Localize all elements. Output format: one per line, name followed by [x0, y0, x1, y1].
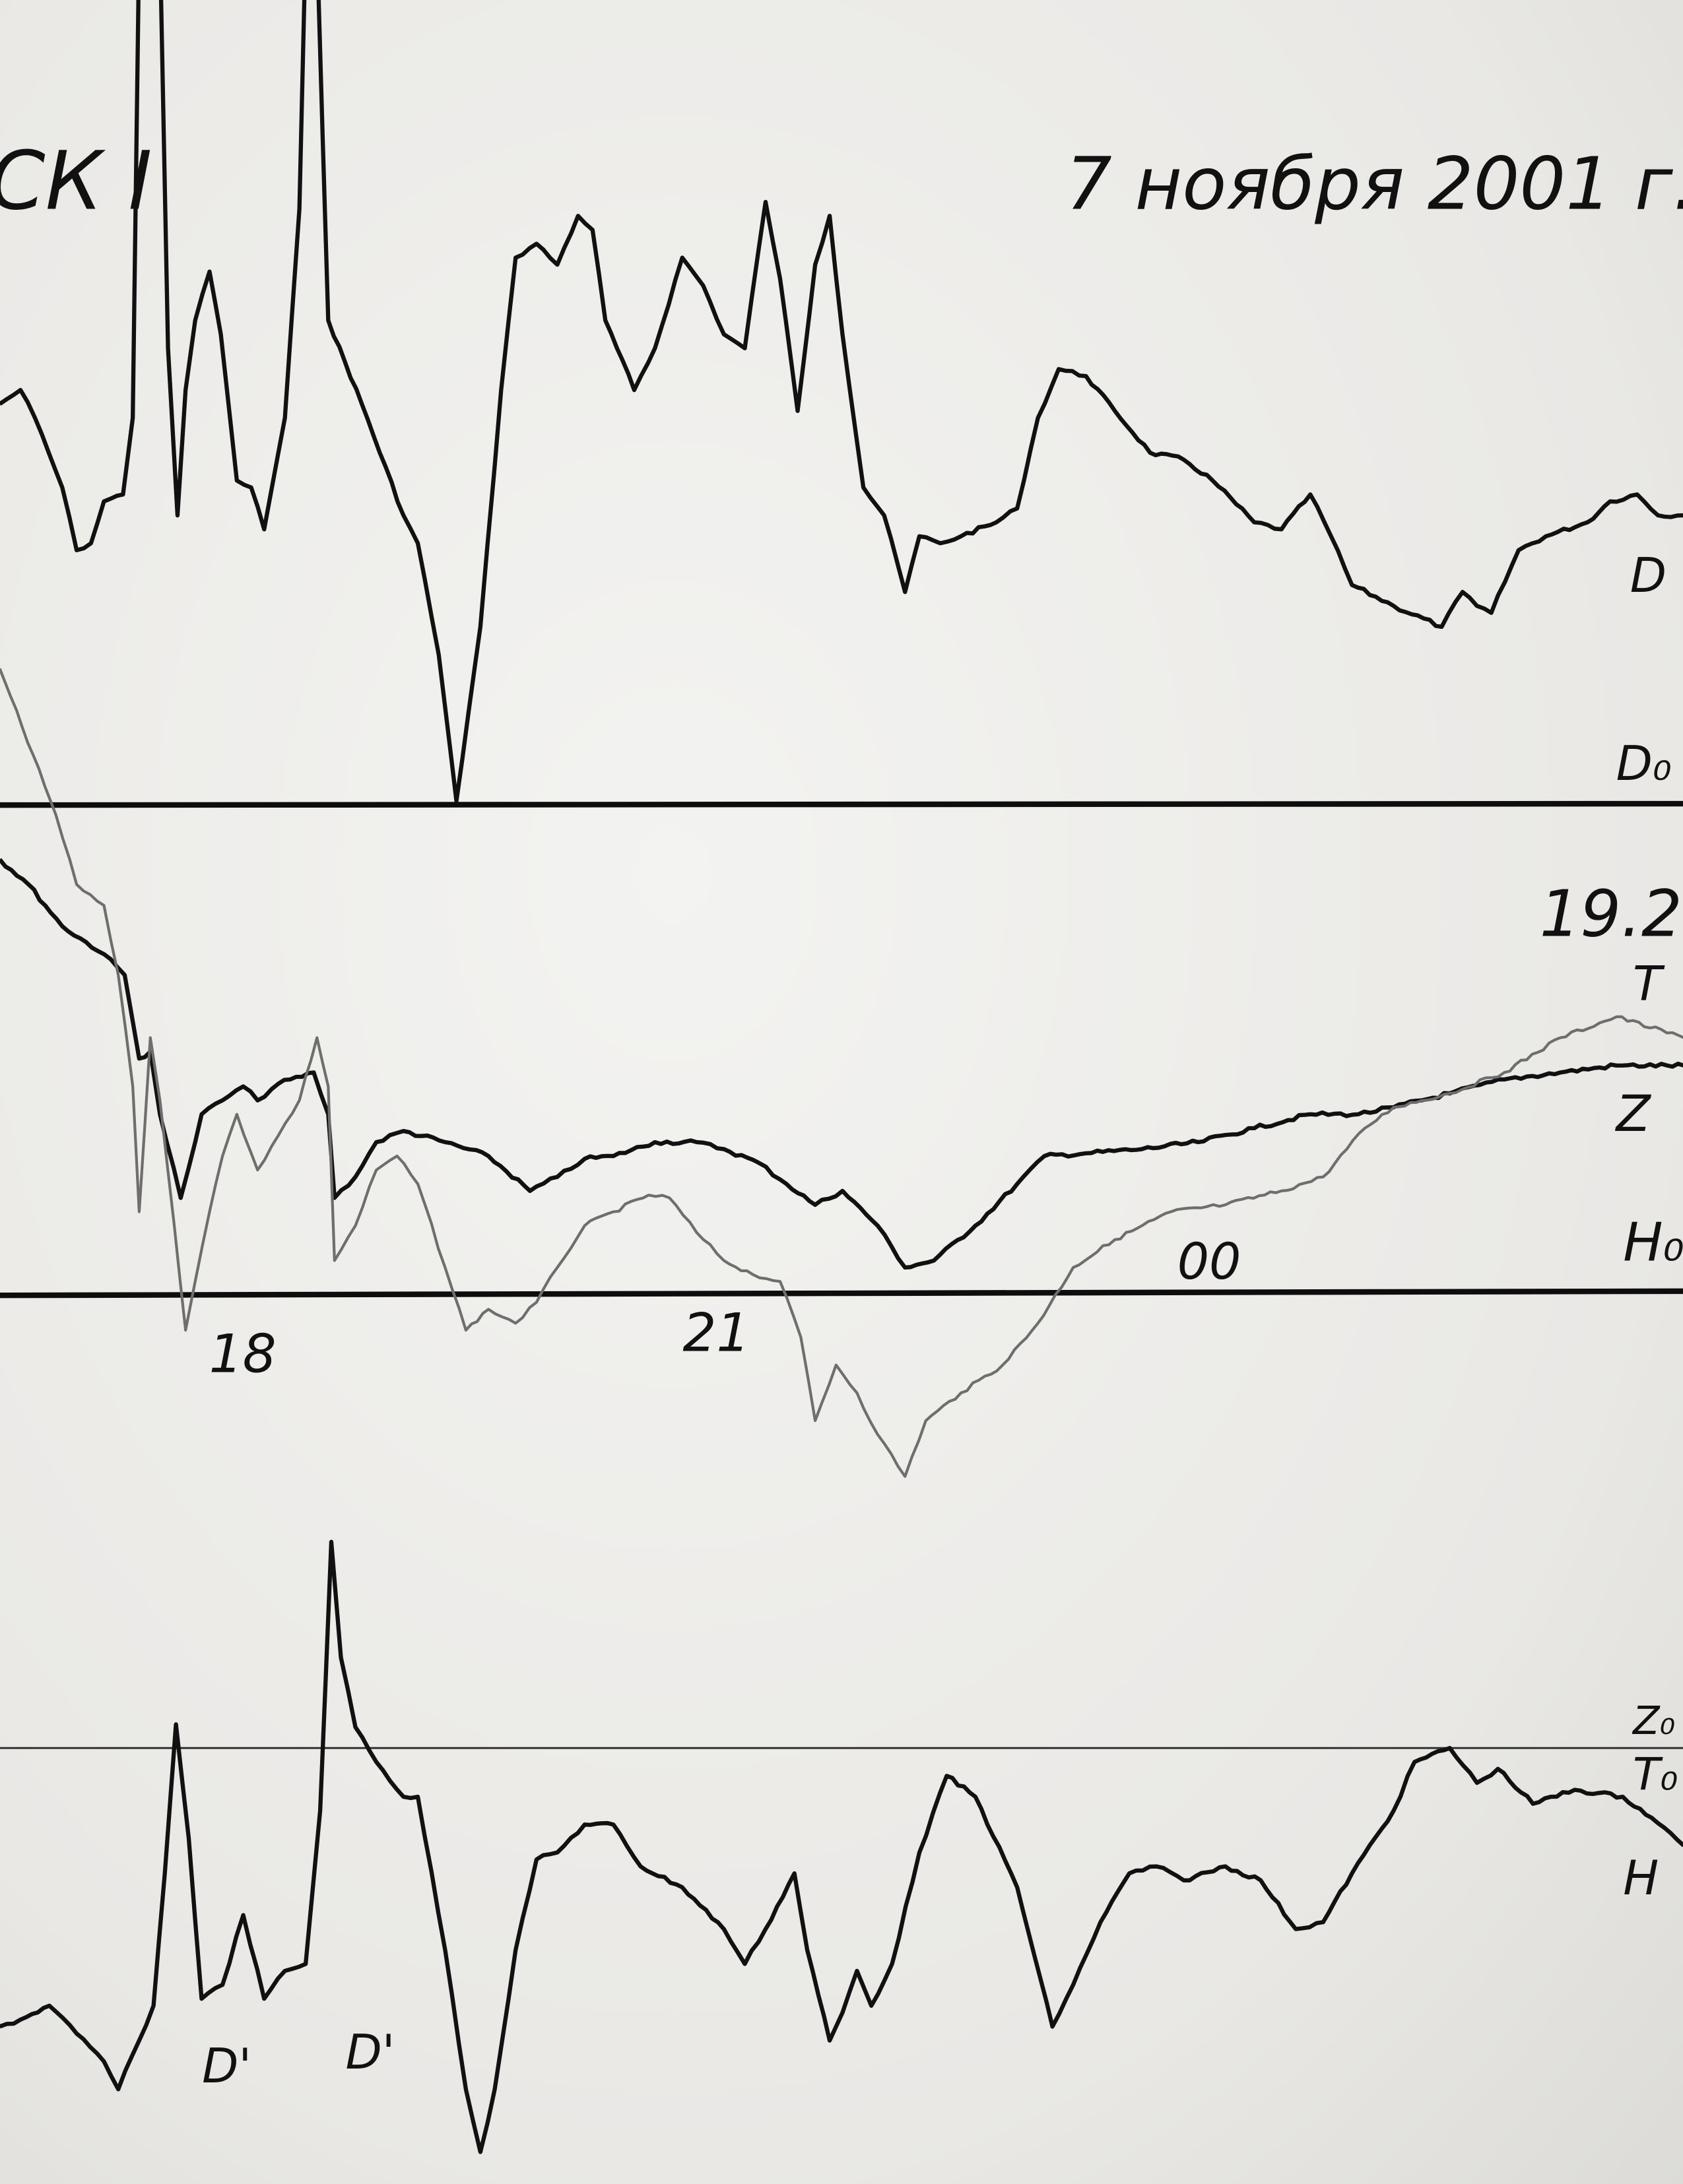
trace-t	[0, 668, 1683, 1478]
x-tick-label-18: 18	[209, 1323, 277, 1384]
x-tick-label-21: 21	[682, 1302, 750, 1364]
t-label: T	[1633, 956, 1665, 1012]
d-label: D	[1630, 548, 1666, 603]
trace-h	[0, 1539, 1683, 2154]
d-prime-label-1: D'	[202, 2038, 251, 2094]
d-prime-label-2: D'	[346, 2024, 395, 2080]
z-label: Z	[1615, 1084, 1652, 1143]
d0-label: D₀	[1616, 736, 1672, 791]
z0-label: Z₀	[1632, 1698, 1675, 1743]
trace-d	[0, 0, 1683, 803]
station-label: СК I	[0, 134, 152, 228]
h0-label: H₀	[1623, 1211, 1683, 1273]
temperature-label: 19.2C	[1540, 877, 1683, 951]
h-label: H	[1623, 1850, 1659, 1906]
t0-label: T₀	[1633, 1749, 1678, 1801]
d0-baseline	[0, 800, 1683, 808]
x-tick-label-00: 00	[1177, 1232, 1241, 1291]
date-label: 7 ноября 2001 г.	[1066, 142, 1683, 226]
h0-baseline	[0, 1288, 1683, 1299]
trace-z	[0, 858, 1683, 1270]
